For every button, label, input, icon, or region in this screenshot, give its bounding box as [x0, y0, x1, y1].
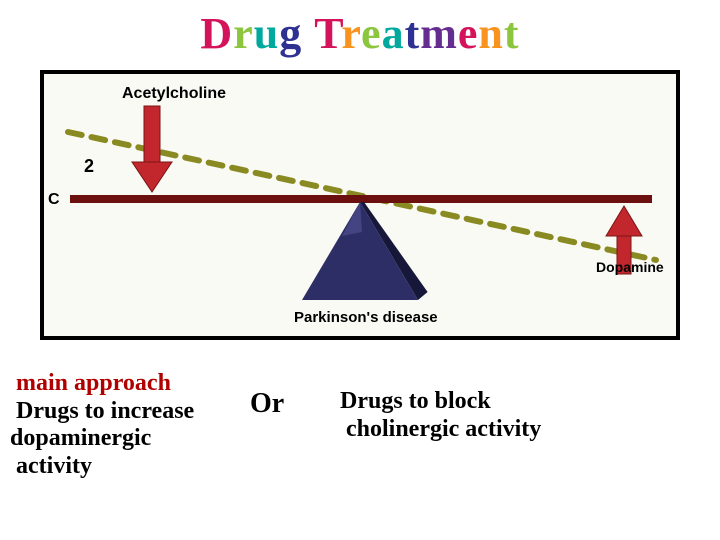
arrow-up-head — [606, 206, 642, 236]
title-word-2: Treatment — [314, 8, 519, 59]
label-c: C — [48, 191, 60, 208]
caption-left: main approach Drugs to increase dopamine… — [0, 370, 250, 480]
caption-right-line1: Drugs to block — [340, 388, 491, 414]
caption-left-line3b: activity — [16, 453, 92, 479]
label-two: 2 — [84, 156, 94, 176]
caption-left-emphasis: main approach — [16, 370, 171, 396]
caption-right: Drugs to block cholinergic activity — [340, 370, 720, 443]
title-word-1: Drug — [200, 8, 302, 59]
arrow-down-head — [132, 162, 172, 192]
caption-row: main approach Drugs to increase dopamine… — [0, 370, 720, 480]
arrow-down-shaft — [144, 106, 160, 162]
caption-left-line3a: dopaminergic — [10, 425, 151, 451]
slide-title: Drug Treatment — [0, 0, 720, 59]
caption-left-line2: Drugs to increase — [16, 398, 194, 424]
label-dopamine: Dopamine — [596, 259, 664, 275]
label-caption: Parkinson's disease — [294, 309, 438, 326]
caption-middle: Or — [250, 370, 340, 420]
fulcrum-highlight — [342, 202, 362, 236]
caption-right-line2: cholinergic activity — [346, 416, 541, 442]
diagram-frame: Acetylcholine Dopamine Parkinson's disea… — [40, 70, 680, 340]
fulcrum-pyramid — [302, 202, 428, 300]
label-acetylcholine: Acetylcholine — [122, 85, 226, 102]
seesaw-diagram: Acetylcholine Dopamine Parkinson's disea… — [44, 74, 676, 336]
